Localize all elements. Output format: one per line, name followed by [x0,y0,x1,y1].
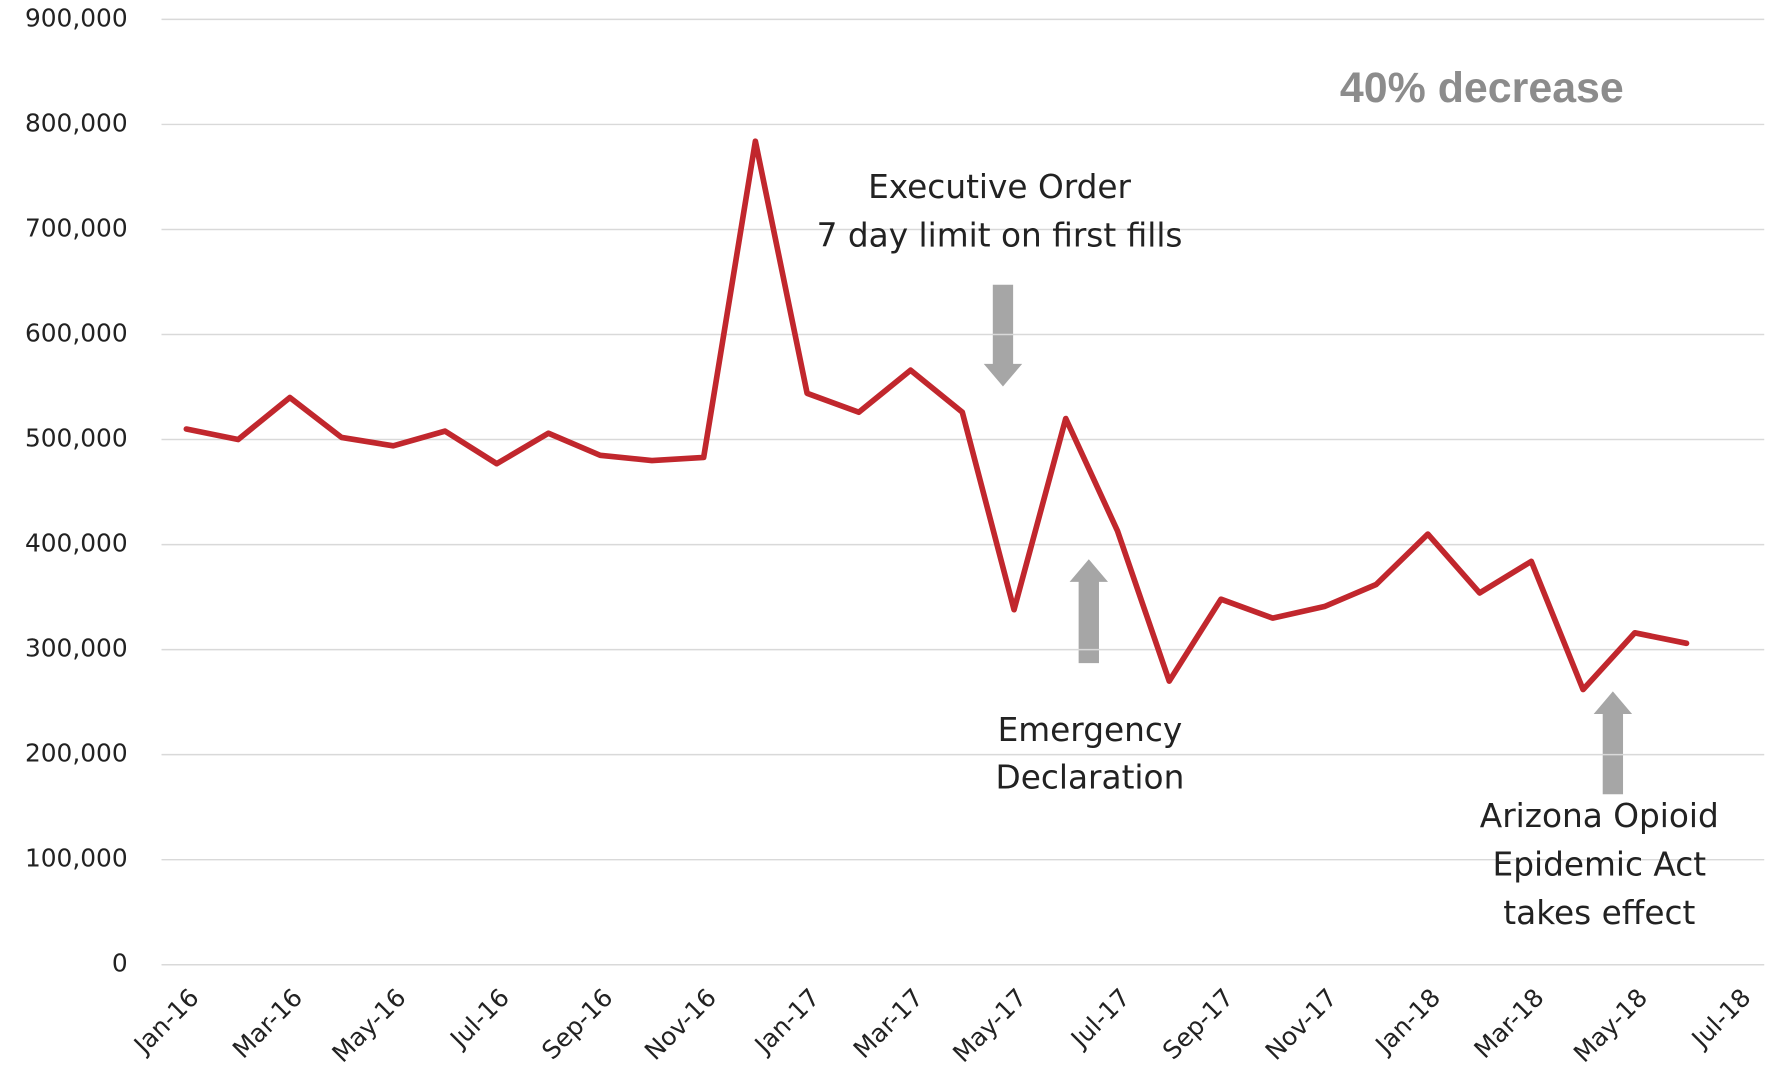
y-tick-label: 400,000 [25,529,128,558]
y-tick-label: 800,000 [25,108,128,137]
arrow-up [1069,559,1109,664]
annotation: Emergency [998,711,1183,749]
x-tick-label: Nov-17 [1260,983,1343,1066]
x-tick-label: May-16 [326,983,411,1068]
arrow-up [1593,691,1633,795]
annotation: takes effect [1503,894,1695,932]
y-tick-label: 100,000 [25,844,128,873]
annotation: Declaration [996,759,1185,797]
x-tick-label: Jul-18 [1685,983,1757,1055]
annotation: Executive Order [868,168,1131,206]
series-line [183,138,1690,693]
x-tick-label: Jan-16 [127,983,205,1061]
x-tick-label: Jul-17 [1064,983,1136,1055]
x-tick-label: May-18 [1568,983,1653,1068]
x-tick-label: Sep-17 [1157,983,1239,1065]
x-tick-label: Mar-17 [848,983,929,1064]
x-tick-label: Nov-16 [639,983,722,1066]
y-tick-label: 200,000 [25,739,128,768]
annotation: Arizona Opioid [1480,797,1719,835]
y-tick-label: 600,000 [25,319,128,348]
arrow-down [983,284,1023,387]
x-tick-label: Jan-18 [1368,983,1446,1061]
y-tick-label: 0 [112,949,128,978]
x-tick-label: Sep-16 [536,983,618,1065]
annotation: Epidemic Act [1493,845,1707,883]
annotation: 7 day limit on first fills [817,216,1183,254]
y-tick-label: 500,000 [25,424,128,453]
x-tick-label: Mar-18 [1468,983,1549,1064]
y-tick-label: 300,000 [25,634,128,663]
annotation: 40% decrease [1340,64,1624,112]
y-tick-label: 700,000 [25,213,128,242]
arrows [983,284,1633,795]
x-tick-label: Jan-17 [748,983,826,1061]
y-tick-label: 900,000 [25,3,128,32]
x-tick-label: Jul-16 [443,983,515,1055]
x-tick-label: Mar-16 [227,983,308,1064]
x-tick-label: May-17 [947,983,1032,1068]
